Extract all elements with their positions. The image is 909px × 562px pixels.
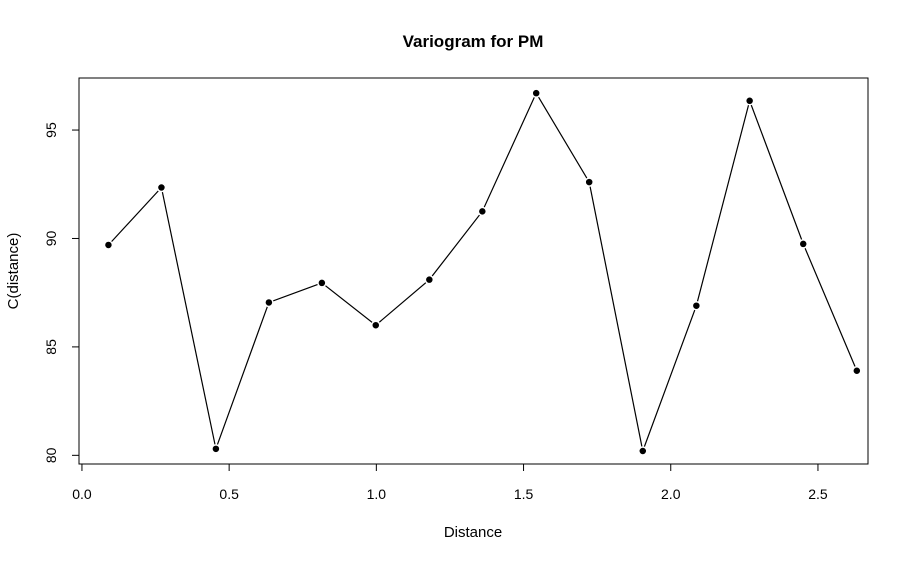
x-tick-label: 0.0 — [72, 486, 92, 502]
data-point — [852, 366, 862, 376]
data-point — [638, 446, 648, 456]
series-line — [107, 91, 858, 454]
x-tick-label: 2.5 — [808, 486, 828, 502]
x-axis: 0.0 0.5 1.0 1.5 2.0 2.5 — [72, 463, 828, 502]
data-point — [798, 239, 808, 249]
plot-area — [103, 88, 862, 456]
data-point — [691, 300, 702, 311]
x-tick-label: 0.5 — [219, 486, 239, 502]
y-tick-label: 85 — [43, 339, 59, 355]
data-point — [531, 88, 541, 98]
data-point — [103, 240, 114, 250]
data-point — [424, 274, 435, 285]
data-point — [317, 278, 327, 288]
x-tick-label: 1.5 — [514, 486, 534, 502]
x-tick-label: 2.0 — [661, 486, 681, 502]
y-axis-label: C(distance) — [5, 233, 22, 310]
y-tick-label: 80 — [43, 447, 59, 463]
data-point — [371, 320, 381, 330]
x-axis-label: Distance — [444, 524, 502, 541]
data-point — [211, 444, 221, 454]
plot-frame — [78, 77, 869, 465]
y-tick-label: 95 — [43, 122, 59, 138]
y-axis: 80 85 90 95 — [43, 122, 80, 463]
data-point — [477, 206, 488, 217]
data-point — [156, 182, 167, 193]
data-point — [744, 96, 755, 106]
chart-title: Variogram for PM — [403, 32, 544, 51]
y-tick-label: 90 — [43, 230, 59, 246]
data-point — [584, 177, 594, 187]
x-tick-label: 1.0 — [367, 486, 387, 502]
data-point — [264, 297, 274, 308]
